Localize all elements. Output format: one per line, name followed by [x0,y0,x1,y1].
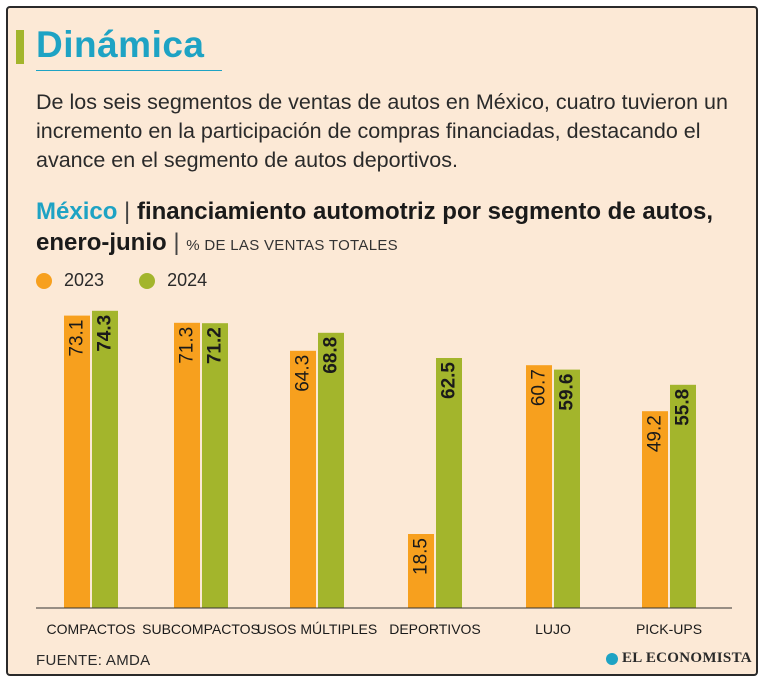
legend-item-2024: 2024 [139,270,207,291]
data-label-2023-0: 73.1 [67,320,88,357]
data-label-2024-4: 59.6 [557,374,578,411]
bar-2023-0 [64,315,90,608]
data-label-2023-3: 18.5 [411,538,432,575]
legend-label-2024: 2024 [167,270,208,290]
data-label-2024-1: 71.2 [205,327,226,364]
bar-2023-3 [408,534,434,608]
publisher-logo: EL ECONOMISTA [606,650,752,667]
bar-2023-1 [174,322,200,608]
bar-2024-0 [92,310,118,608]
bar-2023-2 [290,350,316,608]
category-label-5: PICK-UPS [636,621,702,637]
logo-text: EL ECONOMISTA [622,650,752,666]
bar-2023-5 [642,411,668,608]
source-note: FUENTE: AMDA [36,652,151,669]
category-label-3: DEPORTIVOS [389,621,481,637]
category-label-1: SUBCOMPACTOS [142,621,260,637]
legend-item-2023: 2023 [36,270,104,291]
chart-units: % DE LAS VENTAS TOTALES [186,237,398,254]
data-label-2023-1: 71.3 [177,327,198,364]
chart-title: financiamiento automotriz por segmento d… [36,198,714,256]
data-label-2023-4: 60.7 [529,369,550,406]
legend-label-2023: 2023 [64,270,105,290]
bar-2024-3 [436,358,462,608]
legend-dot-2024 [139,272,156,289]
chart-legend: 2023 2024 [36,270,237,294]
bar-2023-4 [526,365,552,608]
heading-separator: | [124,198,131,225]
data-label-2023-5: 49.2 [645,415,666,452]
data-label-2024-5: 55.8 [673,389,694,426]
el-economista-logo-icon [606,652,618,665]
chart-heading: México | financiamiento automotriz por s… [36,196,746,261]
accent-bar [16,30,24,64]
section-title: Dinámica [36,24,205,65]
data-label-2023-2: 64.3 [293,355,314,392]
category-label-0: COMPACTOS [47,621,136,637]
data-label-2024-3: 62.5 [439,362,460,399]
data-label-2024-2: 68.8 [321,337,342,374]
intro-text: De los seis segmentos de ventas de autos… [36,90,728,172]
bar-2024-1 [202,323,228,608]
category-label-4: LUJO [535,621,571,637]
bar-2024-2 [318,332,344,608]
bar-chart: 73.1 74.3 COMPACTOS 71.3 71.2 SUBCOMPACTOS 64.… [36,310,732,637]
data-label-2024-0: 74.3 [95,315,116,352]
bar-2024-4 [554,369,580,608]
legend-dot-2023 [36,272,52,289]
units-separator: | [173,229,180,256]
title-underline [36,70,222,71]
infographic-card: Dinámica De los seis segmentos de ventas… [6,6,758,676]
bar-2024-5 [670,384,696,608]
category-label-2: USOS MÚLTIPLES [257,621,377,637]
chart-region: México [36,198,118,225]
